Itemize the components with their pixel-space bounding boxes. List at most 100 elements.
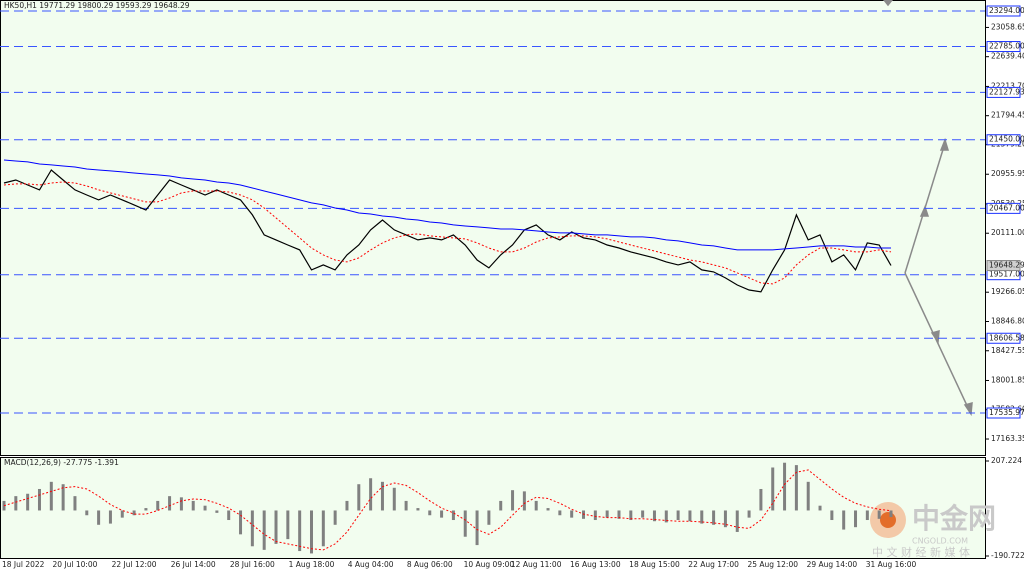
histogram-bar [570,510,574,518]
x-tick-label: 16 Aug 13:00 [570,560,621,569]
macd-panel [0,457,986,559]
histogram-bar [239,510,243,535]
histogram-bar [108,510,112,524]
level-box [986,202,1021,214]
histogram-bar [97,510,101,525]
histogram-bar [404,500,408,511]
y-tick-label: 20955.95 [991,169,1024,178]
y-tick-label: 17163.35 [991,434,1024,443]
histogram-bar [440,510,444,518]
histogram-bar [369,478,373,511]
histogram-bar [676,510,680,521]
level-box [986,332,1021,344]
histogram-bar [179,497,183,511]
histogram-bar [629,510,633,521]
histogram-bar [345,500,349,511]
histogram-bar [37,488,41,511]
histogram-bar [617,510,621,519]
histogram-bar [830,510,834,521]
x-tick-label: 18 Jul 2022 [2,560,45,569]
histogram-bar [61,484,65,511]
histogram-bar [309,510,313,554]
x-tick-label: 20 Jul 10:00 [52,560,97,569]
x-tick-label: 8 Aug 06:00 [407,560,453,569]
arrowhead [919,204,930,217]
histogram-bar [380,481,384,511]
level-label: 19517.00 [989,270,1024,279]
histogram-bar [392,487,396,511]
x-tick-label: 22 Jul 12:00 [112,560,157,569]
level-label: 18606.58 [989,333,1024,342]
histogram-bar [321,510,325,547]
average-line [3,181,892,285]
logo-slogan: 中 文 财 经 新 媒 体 [872,545,970,559]
y-tick-label: 18427.55 [991,346,1024,355]
histogram-bar [652,510,656,522]
level-label: 23294.00 [989,6,1024,15]
x-tick-label: 12 Aug 11:00 [511,560,562,569]
histogram-bar [842,510,846,530]
macd-title: MACD(12,26,9) -27.775 -1.391 [4,458,119,467]
histogram-bar [783,462,787,511]
average-line [3,159,891,251]
histogram-bar [274,510,278,544]
histogram-bar [865,510,869,521]
histogram-bar [73,496,77,511]
histogram-bar [168,496,172,511]
level-box [986,5,1021,17]
histogram-bar [723,510,727,528]
histogram-bar [771,467,775,511]
y-tick-label: 18001.85 [991,375,1024,384]
histogram-bar [250,510,254,547]
level-box [986,86,1021,98]
logo-site: CNGOLD.COM [912,537,968,546]
histogram-bar [522,491,526,511]
level-label: 17535.97 [989,408,1024,417]
histogram-bar [14,496,18,511]
histogram-bar [499,500,503,511]
histogram-bar [582,510,586,519]
y-tick-label: 207.224 [991,456,1022,465]
histogram-bar [806,481,810,511]
histogram-bar [357,484,361,511]
histogram-bar [700,510,704,524]
histogram-bar [156,500,160,511]
average-line [3,469,892,551]
x-tick-label: 22 Aug 17:00 [688,560,739,569]
histogram-bar [511,490,515,511]
histogram-bar [487,510,491,525]
histogram-bar [747,510,751,518]
histogram-bar [85,510,89,516]
arrowhead [939,137,950,151]
x-tick-label: 25 Aug 12:00 [747,560,798,569]
chart-title: HK50,H1 19771.29 19800.29 19593.29 19648… [4,1,190,10]
histogram-bar [144,508,148,511]
logo-name: 中金网 [912,502,996,535]
histogram-bar [854,510,858,528]
histogram-bar [889,510,893,518]
histogram-bar [463,510,467,537]
histogram-bar [333,510,337,525]
histogram-bar [451,510,455,521]
x-tick-label: 18 Aug 15:00 [629,560,680,569]
histogram-bar [475,510,479,546]
last-price-label: 19648.29 [989,261,1024,270]
y-tick-label: 23058.65 [991,22,1024,31]
logo-core [880,512,896,528]
level-box [986,41,1021,53]
x-tick-label: 4 Aug 04:00 [348,560,394,569]
histogram-bar [298,510,302,552]
projection-arrows [883,0,973,417]
histogram-bar [120,510,124,518]
y-tick-label: 21794.45 [991,111,1024,120]
histogram-bar [664,510,668,523]
histogram-bar [759,488,763,511]
x-tick-label: 1 Aug 18:00 [289,560,335,569]
y-tick-label: 20111.00 [991,228,1024,237]
y-tick-label: 22639.40 [991,52,1024,61]
histogram-bar [688,510,692,522]
level-label: 21450.00 [989,135,1024,144]
histogram-bar [286,510,290,540]
histogram-bar [593,510,597,521]
